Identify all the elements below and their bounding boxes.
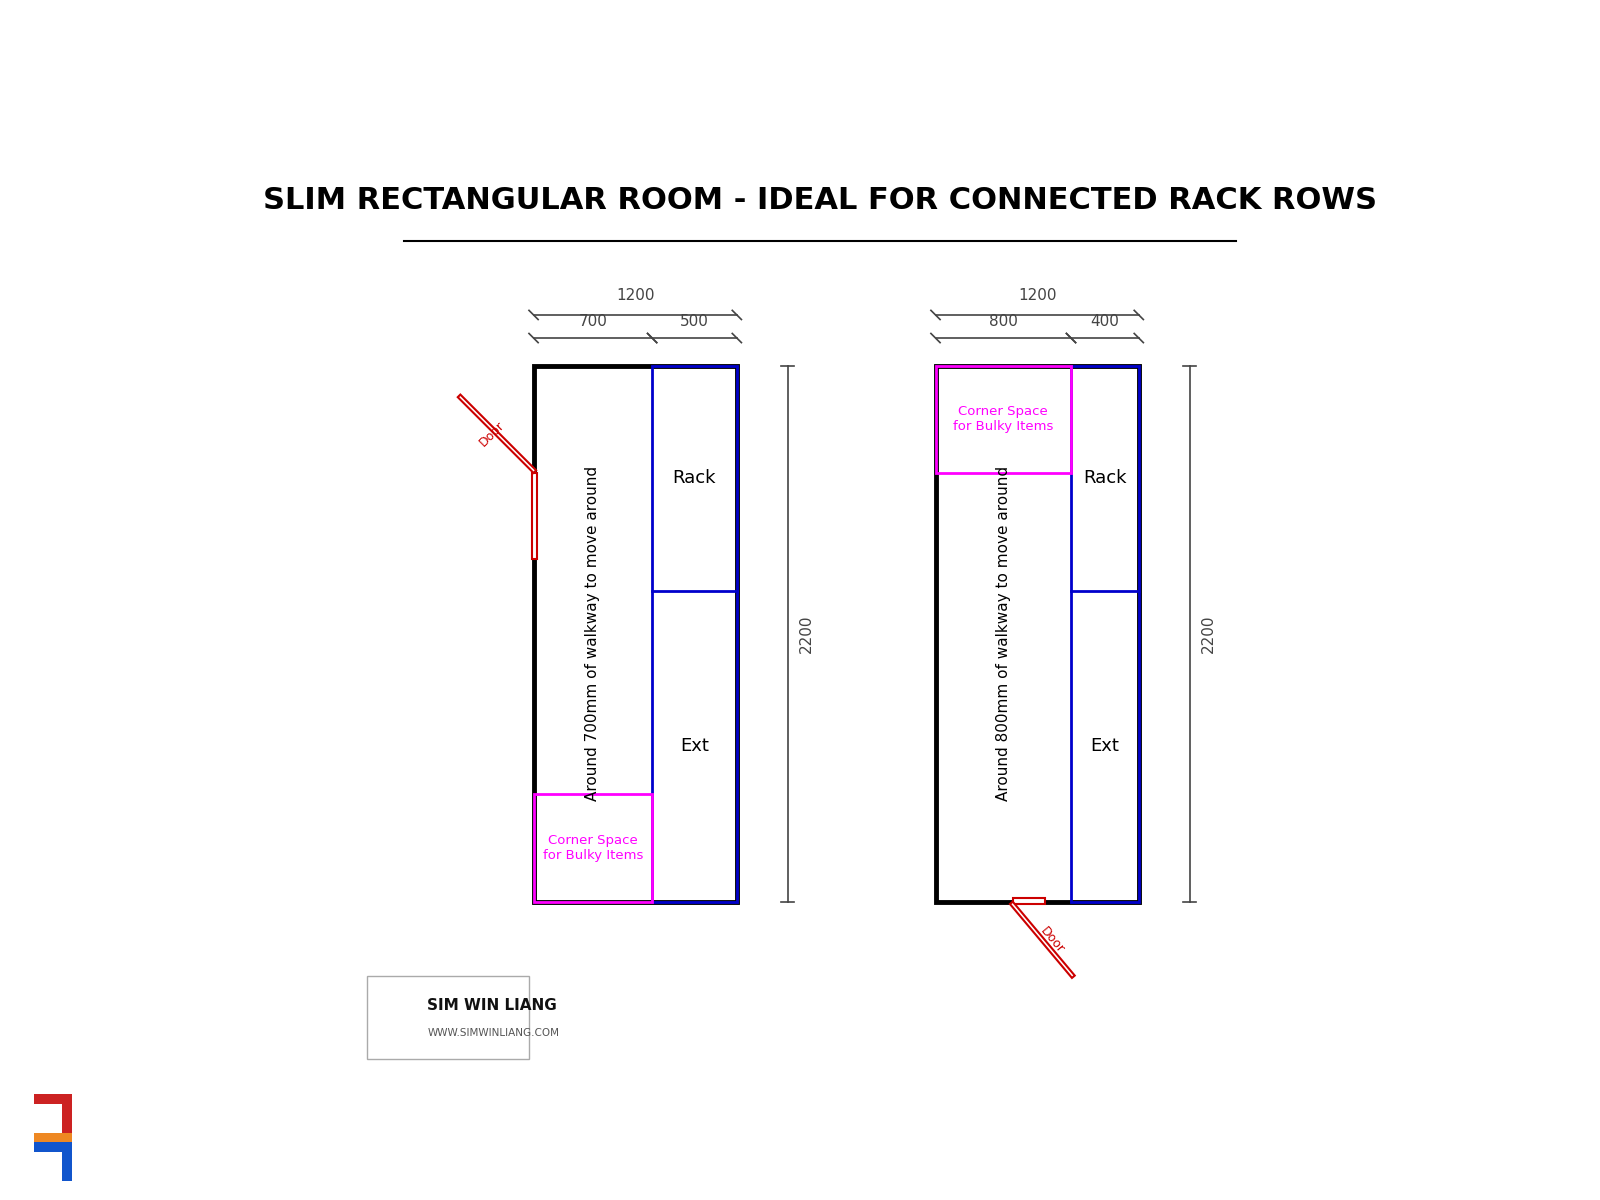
Bar bbox=[533, 794, 653, 901]
Text: Door: Door bbox=[477, 419, 507, 449]
Polygon shape bbox=[1010, 901, 1075, 978]
Text: Around 700mm of walkway to move around: Around 700mm of walkway to move around bbox=[586, 466, 600, 802]
Bar bbox=[368, 976, 530, 1058]
Text: SIM WIN LIANG: SIM WIN LIANG bbox=[427, 997, 557, 1013]
Text: 800: 800 bbox=[989, 313, 1018, 329]
Text: Around 800mm of walkway to move around: Around 800mm of walkway to move around bbox=[995, 466, 1011, 802]
Text: Corner Space
for Bulky Items: Corner Space for Bulky Items bbox=[954, 406, 1053, 433]
Text: 2200: 2200 bbox=[1200, 614, 1216, 653]
Text: 500: 500 bbox=[680, 313, 709, 329]
Text: WWW.SIMWINLIANG.COM: WWW.SIMWINLIANG.COM bbox=[427, 1028, 560, 1038]
Bar bbox=[1070, 366, 1139, 901]
Bar bbox=[533, 366, 738, 901]
Text: Corner Space
for Bulky Items: Corner Space for Bulky Items bbox=[542, 834, 643, 862]
Bar bbox=[531, 473, 538, 559]
Text: 1200: 1200 bbox=[1018, 288, 1056, 302]
Text: 700: 700 bbox=[579, 313, 608, 329]
Bar bbox=[936, 366, 1070, 473]
Text: 2200: 2200 bbox=[798, 614, 814, 653]
Text: Ext: Ext bbox=[1091, 737, 1120, 755]
Text: Door: Door bbox=[1037, 924, 1066, 955]
Bar bbox=[936, 366, 1139, 901]
Polygon shape bbox=[34, 1094, 72, 1133]
Text: 1200: 1200 bbox=[616, 288, 654, 302]
Polygon shape bbox=[34, 1133, 72, 1142]
Polygon shape bbox=[458, 395, 536, 473]
Text: Rack: Rack bbox=[1083, 469, 1126, 487]
Bar bbox=[653, 366, 738, 901]
Text: SLIM RECTANGULAR ROOM - IDEAL FOR CONNECTED RACK ROWS: SLIM RECTANGULAR ROOM - IDEAL FOR CONNEC… bbox=[262, 186, 1378, 215]
Text: Ext: Ext bbox=[680, 737, 709, 755]
Text: 400: 400 bbox=[1091, 313, 1120, 329]
Bar bbox=[1013, 898, 1045, 904]
Text: Rack: Rack bbox=[672, 469, 717, 487]
Polygon shape bbox=[34, 1142, 72, 1181]
